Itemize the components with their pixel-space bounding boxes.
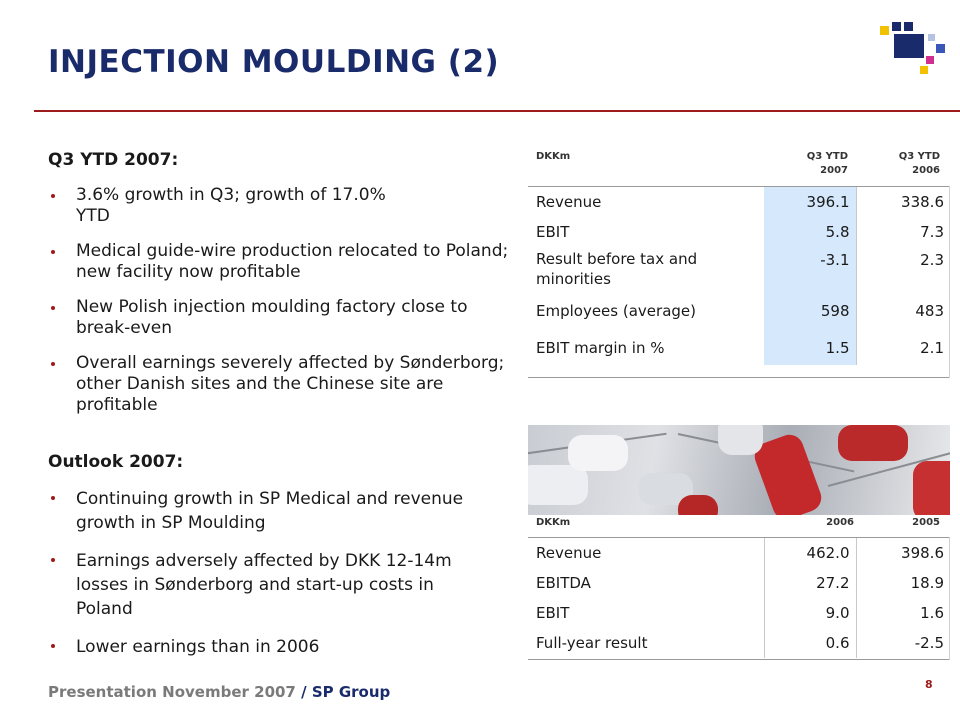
- product-photo: [528, 425, 950, 515]
- page-title: INJECTION MOULDING (2): [48, 44, 500, 80]
- row-value-2005: 398.6: [855, 538, 950, 568]
- row-value-2005: 18.9: [855, 568, 950, 598]
- company-logo: [880, 22, 950, 77]
- table2-right-border: [949, 537, 950, 660]
- table-row: EBIT 5.8 7.3: [528, 217, 950, 247]
- table1-col2-header: Q3 YTD 2006: [898, 151, 940, 176]
- photo-tube: [718, 425, 763, 455]
- table-row: Result before tax and minorities -3.1 2.…: [528, 247, 950, 291]
- row-value-2005: 1.6: [855, 598, 950, 628]
- outlook-bullet: Lower earnings than in 2006: [48, 635, 488, 659]
- row-label: Revenue: [536, 544, 602, 562]
- q3-bullet: 3.6% growth in Q3; growth of 17.0% YTD: [48, 185, 416, 227]
- row-value-2007: 5.8: [764, 217, 856, 247]
- row-value-2007: -3.1: [764, 247, 856, 291]
- footer: Presentation November 2007 / SP Group: [48, 683, 390, 701]
- row-value-2006: 0.6: [763, 628, 856, 658]
- outlook-bullet-list: Continuing growth in SP Medical and reve…: [48, 487, 488, 659]
- table2: Revenue 462.0 398.6 EBITDA 27.2 18.9 EBI…: [528, 538, 950, 658]
- photo-red-cap: [838, 425, 908, 461]
- row-value-2007: 1.5: [764, 331, 856, 365]
- table1-header: DKKm Q3 YTD 2007 Q3 YTD 2006: [528, 150, 950, 180]
- row-label: EBIT: [536, 223, 570, 241]
- row-value-2006: 2.3: [855, 247, 950, 291]
- row-label: EBITDA: [536, 574, 591, 592]
- table-row: EBIT 9.0 1.6: [528, 598, 950, 628]
- q3-heading: Q3 YTD 2007:: [48, 150, 179, 170]
- row-value-2005: -2.5: [855, 628, 950, 658]
- table-row: EBITDA 27.2 18.9: [528, 568, 950, 598]
- table2-header: DKKm 2006 2005: [528, 516, 950, 532]
- row-label: Full-year result: [536, 634, 648, 652]
- table2-top-border: [528, 537, 950, 538]
- table2-unit: DKKm: [536, 517, 571, 528]
- row-label: Revenue: [536, 193, 602, 211]
- outlook-bullet: Earnings adversely affected by DKK 12-14…: [48, 549, 456, 621]
- footer-separator: /: [295, 683, 312, 701]
- table2-col2-header: 2005: [912, 517, 940, 528]
- row-value-2006: 7.3: [855, 217, 950, 247]
- q3-bullet: Medical guide-wire production relocated …: [48, 241, 518, 283]
- table1-top-border: [528, 186, 950, 187]
- table-row: Revenue 396.1 338.6: [528, 187, 950, 217]
- row-value-2006: 27.2: [763, 568, 856, 598]
- table1: Revenue 396.1 338.6 EBIT 5.8 7.3 Result …: [528, 187, 950, 365]
- table1-col1-header: Q3 YTD 2007: [806, 151, 848, 176]
- table2-col1-header: 2006: [826, 517, 854, 528]
- page-number: 8: [925, 678, 933, 691]
- table1-bottom-border: [528, 377, 950, 378]
- q3-bullet: New Polish injection moulding factory cl…: [48, 297, 516, 339]
- row-label: EBIT: [536, 604, 570, 622]
- outlook-heading: Outlook 2007:: [48, 452, 184, 472]
- outlook-bullet: Continuing growth in SP Medical and reve…: [48, 487, 476, 535]
- row-value-2007: 396.1: [764, 187, 856, 217]
- row-value-2006: 483: [855, 291, 950, 331]
- table-row: EBIT margin in % 1.5 2.1: [528, 331, 950, 365]
- table2-bottom-border: [528, 659, 950, 660]
- table1-right-border: [949, 186, 950, 378]
- row-label: EBIT margin in %: [536, 339, 665, 357]
- title-divider: [34, 110, 960, 112]
- footer-group: SP Group: [311, 683, 391, 701]
- row-value-2006: 2.1: [855, 331, 950, 365]
- footer-presentation: Presentation November 2007: [48, 683, 296, 701]
- photo-tube: [568, 435, 628, 471]
- photo-red-cap: [913, 461, 950, 515]
- photo-tube: [528, 465, 588, 505]
- q3-bullet-list: 3.6% growth in Q3; growth of 17.0% YTD M…: [48, 185, 518, 416]
- row-value-2006: 338.6: [855, 187, 950, 217]
- row-value-2007: 598: [764, 291, 856, 331]
- table-row: Employees (average) 598 483: [528, 291, 950, 331]
- table1-unit: DKKm: [536, 151, 571, 162]
- row-value-2006: 462.0: [763, 538, 856, 568]
- row-label: Result before tax and minorities: [536, 250, 698, 288]
- photo-red-cap: [678, 495, 718, 515]
- row-label: Employees (average): [536, 302, 696, 320]
- q3-bullet: Overall earnings severely affected by Sø…: [48, 353, 518, 416]
- table-row: Revenue 462.0 398.6: [528, 538, 950, 568]
- table-row: Full-year result 0.6 -2.5: [528, 628, 950, 658]
- row-value-2006: 9.0: [763, 598, 856, 628]
